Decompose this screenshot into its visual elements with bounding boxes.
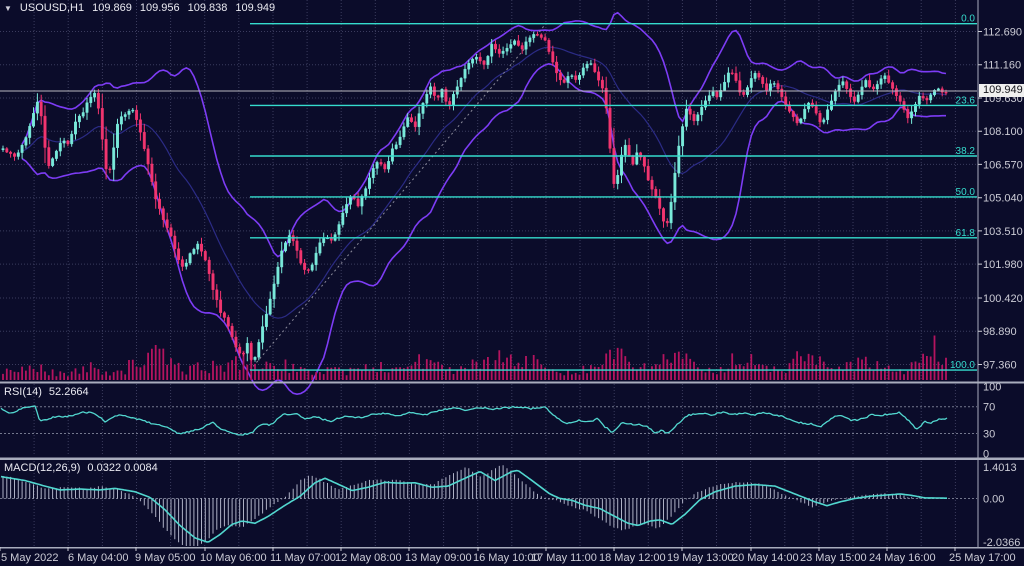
rsi-value: 52.2664 — [48, 386, 89, 398]
bollinger-bands — [21, 11, 947, 396]
symbol-label: USOUSD,H1 — [19, 2, 85, 14]
price-axis[interactable]: 112.690111.160109.630108.100106.570105.0… — [978, 27, 1023, 372]
price-axis-label: 111.160 — [983, 60, 1021, 72]
volume-bars — [2, 335, 947, 380]
time-axis-label: 19 May 13:00 — [667, 552, 734, 564]
price-axis-label: 98.890 — [983, 326, 1017, 338]
price-axis-label: 112.690 — [983, 27, 1022, 39]
rsi-scale-label: 70 — [983, 402, 995, 414]
rsi-scale-label: 30 — [983, 429, 995, 441]
fib-trend-line — [249, 23, 547, 371]
time-axis[interactable]: 5 May 2022 6 May 04:00 9 May 05:00 10 May 0… — [0, 547, 1016, 564]
time-axis-label: 6 May 04:00 — [68, 552, 129, 564]
macd-scale-label: -2.0366 — [983, 537, 1020, 549]
ohlc-close: 109.949 — [235, 2, 276, 14]
fib-labels: 0.0 23.6 38.2 50.0 61.8 100.0 — [950, 14, 975, 371]
macd-label-row: MACD(12,26,9) 0.0322 0.0084 — [4, 462, 158, 474]
price-axis-label: 108.100 — [983, 126, 1023, 138]
time-axis-label: 20 May 14:00 — [732, 552, 799, 564]
price-axis-label: 101.980 — [983, 259, 1023, 271]
panel-separators[interactable] — [0, 0, 1024, 549]
chart-title-bar: ▼ USOUSD,H1 109.869 109.956 109.838 109.… — [4, 2, 275, 14]
time-axis-label: 16 May 10:00 — [473, 552, 540, 564]
symbol-dropdown-icon[interactable]: ▼ — [4, 3, 12, 13]
price-axis-label: 97.360 — [983, 360, 1017, 372]
time-axis-label: 24 May 16:00 — [869, 552, 936, 564]
fib-level-label: 61.8 — [956, 228, 976, 239]
fibonacci-levels — [250, 23, 977, 371]
ohlc-low: 109.838 — [187, 2, 228, 14]
macd-scale-label: 1.4013 — [983, 462, 1017, 474]
time-axis-label: 25 May 17:00 — [949, 552, 1016, 564]
time-axis-label: 5 May 2022 — [1, 552, 58, 564]
time-axis-label: 17 May 11:00 — [531, 552, 597, 564]
fib-level-label: 0.0 — [961, 14, 975, 25]
price-axis-label: 106.570 — [983, 159, 1023, 171]
current-price-badge: 109.949 — [979, 84, 1024, 97]
rsi-indicator: 100 70 30 0 — [0, 382, 1001, 461]
time-axis-label: 10 May 06:00 — [200, 552, 267, 564]
time-axis-label: 18 May 12:00 — [599, 552, 666, 564]
price-axis-label: 100.420 — [983, 293, 1023, 305]
time-axis-label: 12 May 08:00 — [335, 552, 402, 564]
rsi-label-row: RSI(14) 52.2664 — [4, 386, 89, 398]
ohlc-open: 109.869 — [92, 2, 132, 14]
time-axis-label: 13 May 09:00 — [405, 552, 472, 564]
rsi-scale-label: 0 — [983, 449, 989, 461]
rsi-label: RSI(14) — [4, 386, 42, 398]
macd-label: MACD(12,26,9) — [4, 462, 81, 474]
fib-level-label: 50.0 — [956, 187, 976, 198]
ohlc-high: 109.956 — [139, 2, 180, 14]
time-axis-label: 23 May 15:00 — [800, 552, 867, 564]
fib-level-label: 100.0 — [950, 360, 975, 371]
macd-indicator: 1.4013 0.00 -2.0366 — [0, 462, 1020, 549]
time-axis-label: 9 May 05:00 — [135, 552, 196, 564]
macd-scale-label: 0.00 — [983, 494, 1004, 506]
price-axis-label: 105.040 — [983, 193, 1023, 205]
fib-level-label: 38.2 — [956, 146, 976, 157]
fib-level-label: 23.6 — [956, 95, 976, 106]
rsi-scale-label: 100 — [983, 382, 1001, 394]
time-axis-label: 11 May 07:00 — [270, 552, 336, 564]
price-axis-label: 103.510 — [983, 226, 1023, 238]
macd-values: 0.0322 0.0084 — [87, 462, 158, 474]
